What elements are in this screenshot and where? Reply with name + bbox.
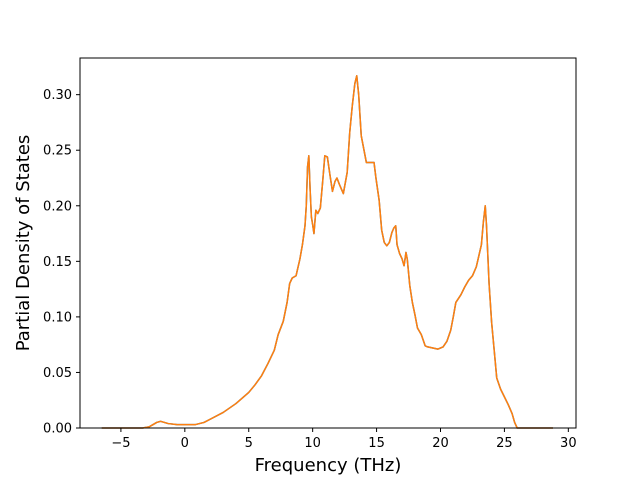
x-tick-label: 25 bbox=[496, 436, 513, 451]
plot-frame bbox=[79, 57, 577, 429]
y-tick-label: 0.15 bbox=[43, 255, 72, 270]
x-tick-label: 0 bbox=[181, 436, 189, 451]
x-tick-label: 20 bbox=[432, 436, 449, 451]
x-tick-label: 30 bbox=[560, 436, 577, 451]
y-tick-label: 0.25 bbox=[43, 144, 72, 159]
x-axis-label: Frequency (THz) bbox=[255, 455, 402, 476]
y-axis-label: Partial Density of States bbox=[13, 135, 34, 352]
y-tick-label: 0.20 bbox=[43, 199, 72, 214]
x-axis-ticks: −5 0 5 10 15 20 25 30 bbox=[111, 428, 577, 451]
y-tick-label: 0.10 bbox=[43, 310, 72, 325]
x-tick-label: 5 bbox=[245, 436, 253, 451]
x-tick-label: −5 bbox=[111, 436, 130, 451]
x-tick-label: 15 bbox=[368, 436, 385, 451]
series-line-2 bbox=[101, 75, 553, 429]
x-tick-label: 10 bbox=[304, 436, 321, 451]
series-layer bbox=[101, 75, 553, 429]
y-tick-label: 0.30 bbox=[43, 88, 72, 103]
y-tick-label: 0.00 bbox=[43, 422, 72, 437]
y-axis-ticks: 0.00 0.05 0.10 0.15 0.20 0.25 0.30 bbox=[43, 88, 80, 437]
plot-area bbox=[80, 58, 576, 428]
y-tick-label: 0.05 bbox=[43, 366, 72, 381]
